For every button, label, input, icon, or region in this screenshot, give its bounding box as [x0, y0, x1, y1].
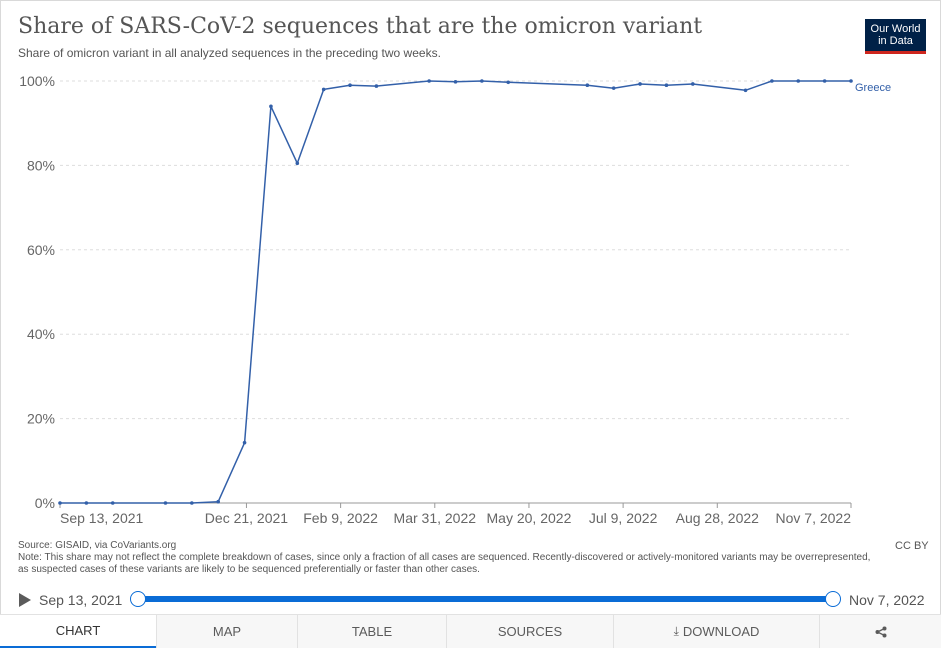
- owid-logo[interactable]: Our World in Data: [865, 19, 926, 54]
- timeline: Sep 13, 2021 Nov 7, 2022: [0, 588, 943, 612]
- data-point: [269, 104, 273, 109]
- data-point: [190, 501, 194, 505]
- license-link[interactable]: CC BY: [895, 540, 929, 552]
- timeline-start-handle[interactable]: [130, 591, 146, 607]
- y-tick-label: 0%: [35, 495, 55, 511]
- chart-title: Share of SARS-CoV-2 sequences that are t…: [18, 14, 703, 39]
- timeline-end-handle[interactable]: [825, 591, 841, 607]
- data-point: [743, 88, 748, 93]
- x-tick-label: Aug 28, 2022: [676, 510, 760, 526]
- tab-bar: CHART MAP TABLE SOURCES ⤓ DOWNLOAD: [0, 614, 941, 648]
- data-point: [691, 82, 695, 86]
- data-point: [480, 79, 484, 83]
- logo-line-1: Our World: [870, 23, 921, 35]
- data-point: [664, 83, 669, 88]
- data-point: [849, 79, 853, 83]
- data-point: [506, 80, 511, 85]
- x-tick-label: May 20, 2022: [487, 510, 572, 526]
- data-point: [348, 83, 352, 88]
- tab-download[interactable]: ⤓ DOWNLOAD: [613, 615, 819, 648]
- y-tick-label: 20%: [27, 411, 55, 427]
- chart-subtitle: Share of omicron variant in all analyzed…: [18, 46, 441, 60]
- share-button[interactable]: [819, 615, 941, 648]
- data-point: [611, 86, 616, 90]
- logo-line-2: in Data: [878, 35, 913, 47]
- timeline-track[interactable]: [137, 596, 833, 602]
- data-point: [638, 82, 642, 86]
- y-tick-label: 60%: [27, 242, 55, 258]
- data-point: [585, 83, 590, 88]
- data-point: [796, 79, 801, 83]
- data-point: [216, 499, 220, 504]
- x-tick-label: Nov 7, 2022: [776, 510, 852, 526]
- note-text: Note: This share may not reflect the com…: [18, 552, 871, 575]
- x-tick-label: Dec 21, 2021: [205, 510, 288, 526]
- tab-download-label: DOWNLOAD: [682, 624, 760, 639]
- line-chart: 0% 20% 40% 60% 80% 100% Sep 13, 2021 Dec 21, 20…: [19, 73, 891, 526]
- data-point: [374, 84, 379, 88]
- y-tick-label: 80%: [27, 157, 55, 173]
- tab-chart[interactable]: CHART: [0, 615, 156, 648]
- y-tick-label: 100%: [19, 73, 55, 89]
- download-icon: ⤓: [673, 624, 679, 638]
- tab-sources[interactable]: SOURCES: [446, 615, 613, 648]
- tab-table[interactable]: TABLE: [297, 615, 446, 648]
- series-line-greece: [60, 80, 851, 504]
- data-point: [427, 79, 431, 83]
- data-point: [453, 80, 458, 84]
- timeline-start-label: Sep 13, 2021: [39, 592, 123, 608]
- share-icon: [875, 626, 886, 637]
- data-point: [321, 87, 326, 92]
- series-label: Greece: [855, 82, 891, 94]
- timeline-end-label: Nov 7, 2022: [849, 592, 925, 608]
- x-tick-label: Feb 9, 2022: [303, 510, 378, 526]
- data-point: [770, 79, 774, 83]
- data-point: [822, 79, 827, 83]
- tab-map[interactable]: MAP: [156, 615, 297, 648]
- x-tick-label: Jul 9, 2022: [589, 510, 658, 526]
- data-point: [163, 501, 168, 505]
- data-point: [84, 501, 89, 505]
- play-icon[interactable]: [19, 593, 31, 607]
- source-text: Source: GISAID, via CoVariants.org: [18, 540, 177, 551]
- data-point: [110, 501, 115, 505]
- x-tick-label: Sep 13, 2021: [60, 510, 144, 526]
- data-point: [242, 440, 247, 445]
- x-tick-label: Mar 31, 2022: [394, 510, 477, 526]
- data-point: [58, 501, 62, 505]
- y-tick-label: 40%: [27, 326, 55, 342]
- data-point: [295, 161, 300, 166]
